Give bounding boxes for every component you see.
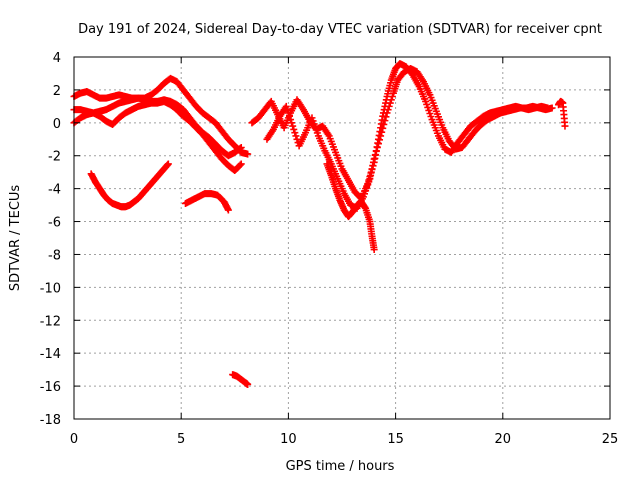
data-point xyxy=(236,161,244,169)
data-point xyxy=(548,104,556,112)
y-tick-label: -18 xyxy=(40,413,61,428)
data-point xyxy=(387,96,395,104)
data-point xyxy=(289,122,297,130)
data-point xyxy=(371,151,379,159)
y-tick-label: -6 xyxy=(48,216,61,231)
data-point xyxy=(383,109,391,117)
data-point xyxy=(288,119,296,127)
x-tick-label: 25 xyxy=(602,432,619,447)
x-tick-label: 20 xyxy=(495,432,512,447)
data-point xyxy=(164,160,172,168)
data-point xyxy=(374,140,382,148)
series-arc-j xyxy=(555,97,569,130)
y-tick-label: -10 xyxy=(40,281,61,296)
data-point xyxy=(370,155,378,163)
series-arc-d xyxy=(87,160,172,211)
chart-title: Day 191 of 2024, Sidereal Day-to-day VTE… xyxy=(78,22,602,37)
data-point xyxy=(388,92,396,100)
y-tick-label: -14 xyxy=(40,347,61,362)
data-point xyxy=(386,99,394,107)
series-arc-e xyxy=(181,190,232,214)
y-axis-label: SDTVAR / TECUs xyxy=(8,185,23,292)
data-point xyxy=(561,122,569,130)
y-tick-label: -16 xyxy=(40,380,61,395)
series-arc-c xyxy=(70,97,245,175)
data-point xyxy=(244,150,252,158)
data-point xyxy=(380,120,388,128)
y-tick-label: 4 xyxy=(53,51,61,66)
data-point xyxy=(290,125,298,133)
y-tick-label: -12 xyxy=(40,314,61,329)
data-point xyxy=(382,113,390,121)
data-point xyxy=(384,106,392,114)
series-arc-h xyxy=(263,65,556,212)
data-point xyxy=(379,124,387,132)
data-point xyxy=(287,116,295,124)
data-point xyxy=(377,132,385,140)
data-point xyxy=(385,102,393,110)
data-point xyxy=(284,109,292,117)
data-point xyxy=(372,147,380,155)
data-point xyxy=(378,128,386,136)
x-tick-label: 10 xyxy=(280,432,297,447)
data-point xyxy=(373,144,381,151)
data-point xyxy=(285,112,293,120)
data-point xyxy=(381,117,389,125)
series-arc-f xyxy=(229,371,252,388)
data-point xyxy=(237,160,245,168)
data-point xyxy=(283,106,291,114)
plot-frame xyxy=(73,56,611,420)
data-layer xyxy=(70,60,569,388)
data-point xyxy=(282,102,290,110)
data-point xyxy=(291,129,299,137)
data-point xyxy=(376,136,384,144)
data-point xyxy=(370,246,378,254)
y-tick-label: 2 xyxy=(53,84,61,99)
data-point xyxy=(224,206,232,214)
x-tick-label: 0 xyxy=(70,432,78,447)
y-tick-label: -8 xyxy=(48,248,61,263)
y-tick-label: -2 xyxy=(48,150,61,165)
data-point xyxy=(244,380,252,388)
x-tick-label: 5 xyxy=(177,432,185,447)
x-tick-label: 15 xyxy=(387,432,404,447)
y-tick-label: 0 xyxy=(53,117,61,132)
grid-layer xyxy=(74,57,610,419)
y-tick-label: -4 xyxy=(48,183,61,198)
series-arc-i xyxy=(323,160,378,254)
data-point xyxy=(292,132,300,140)
x-axis-label: GPS time / hours xyxy=(286,459,395,474)
